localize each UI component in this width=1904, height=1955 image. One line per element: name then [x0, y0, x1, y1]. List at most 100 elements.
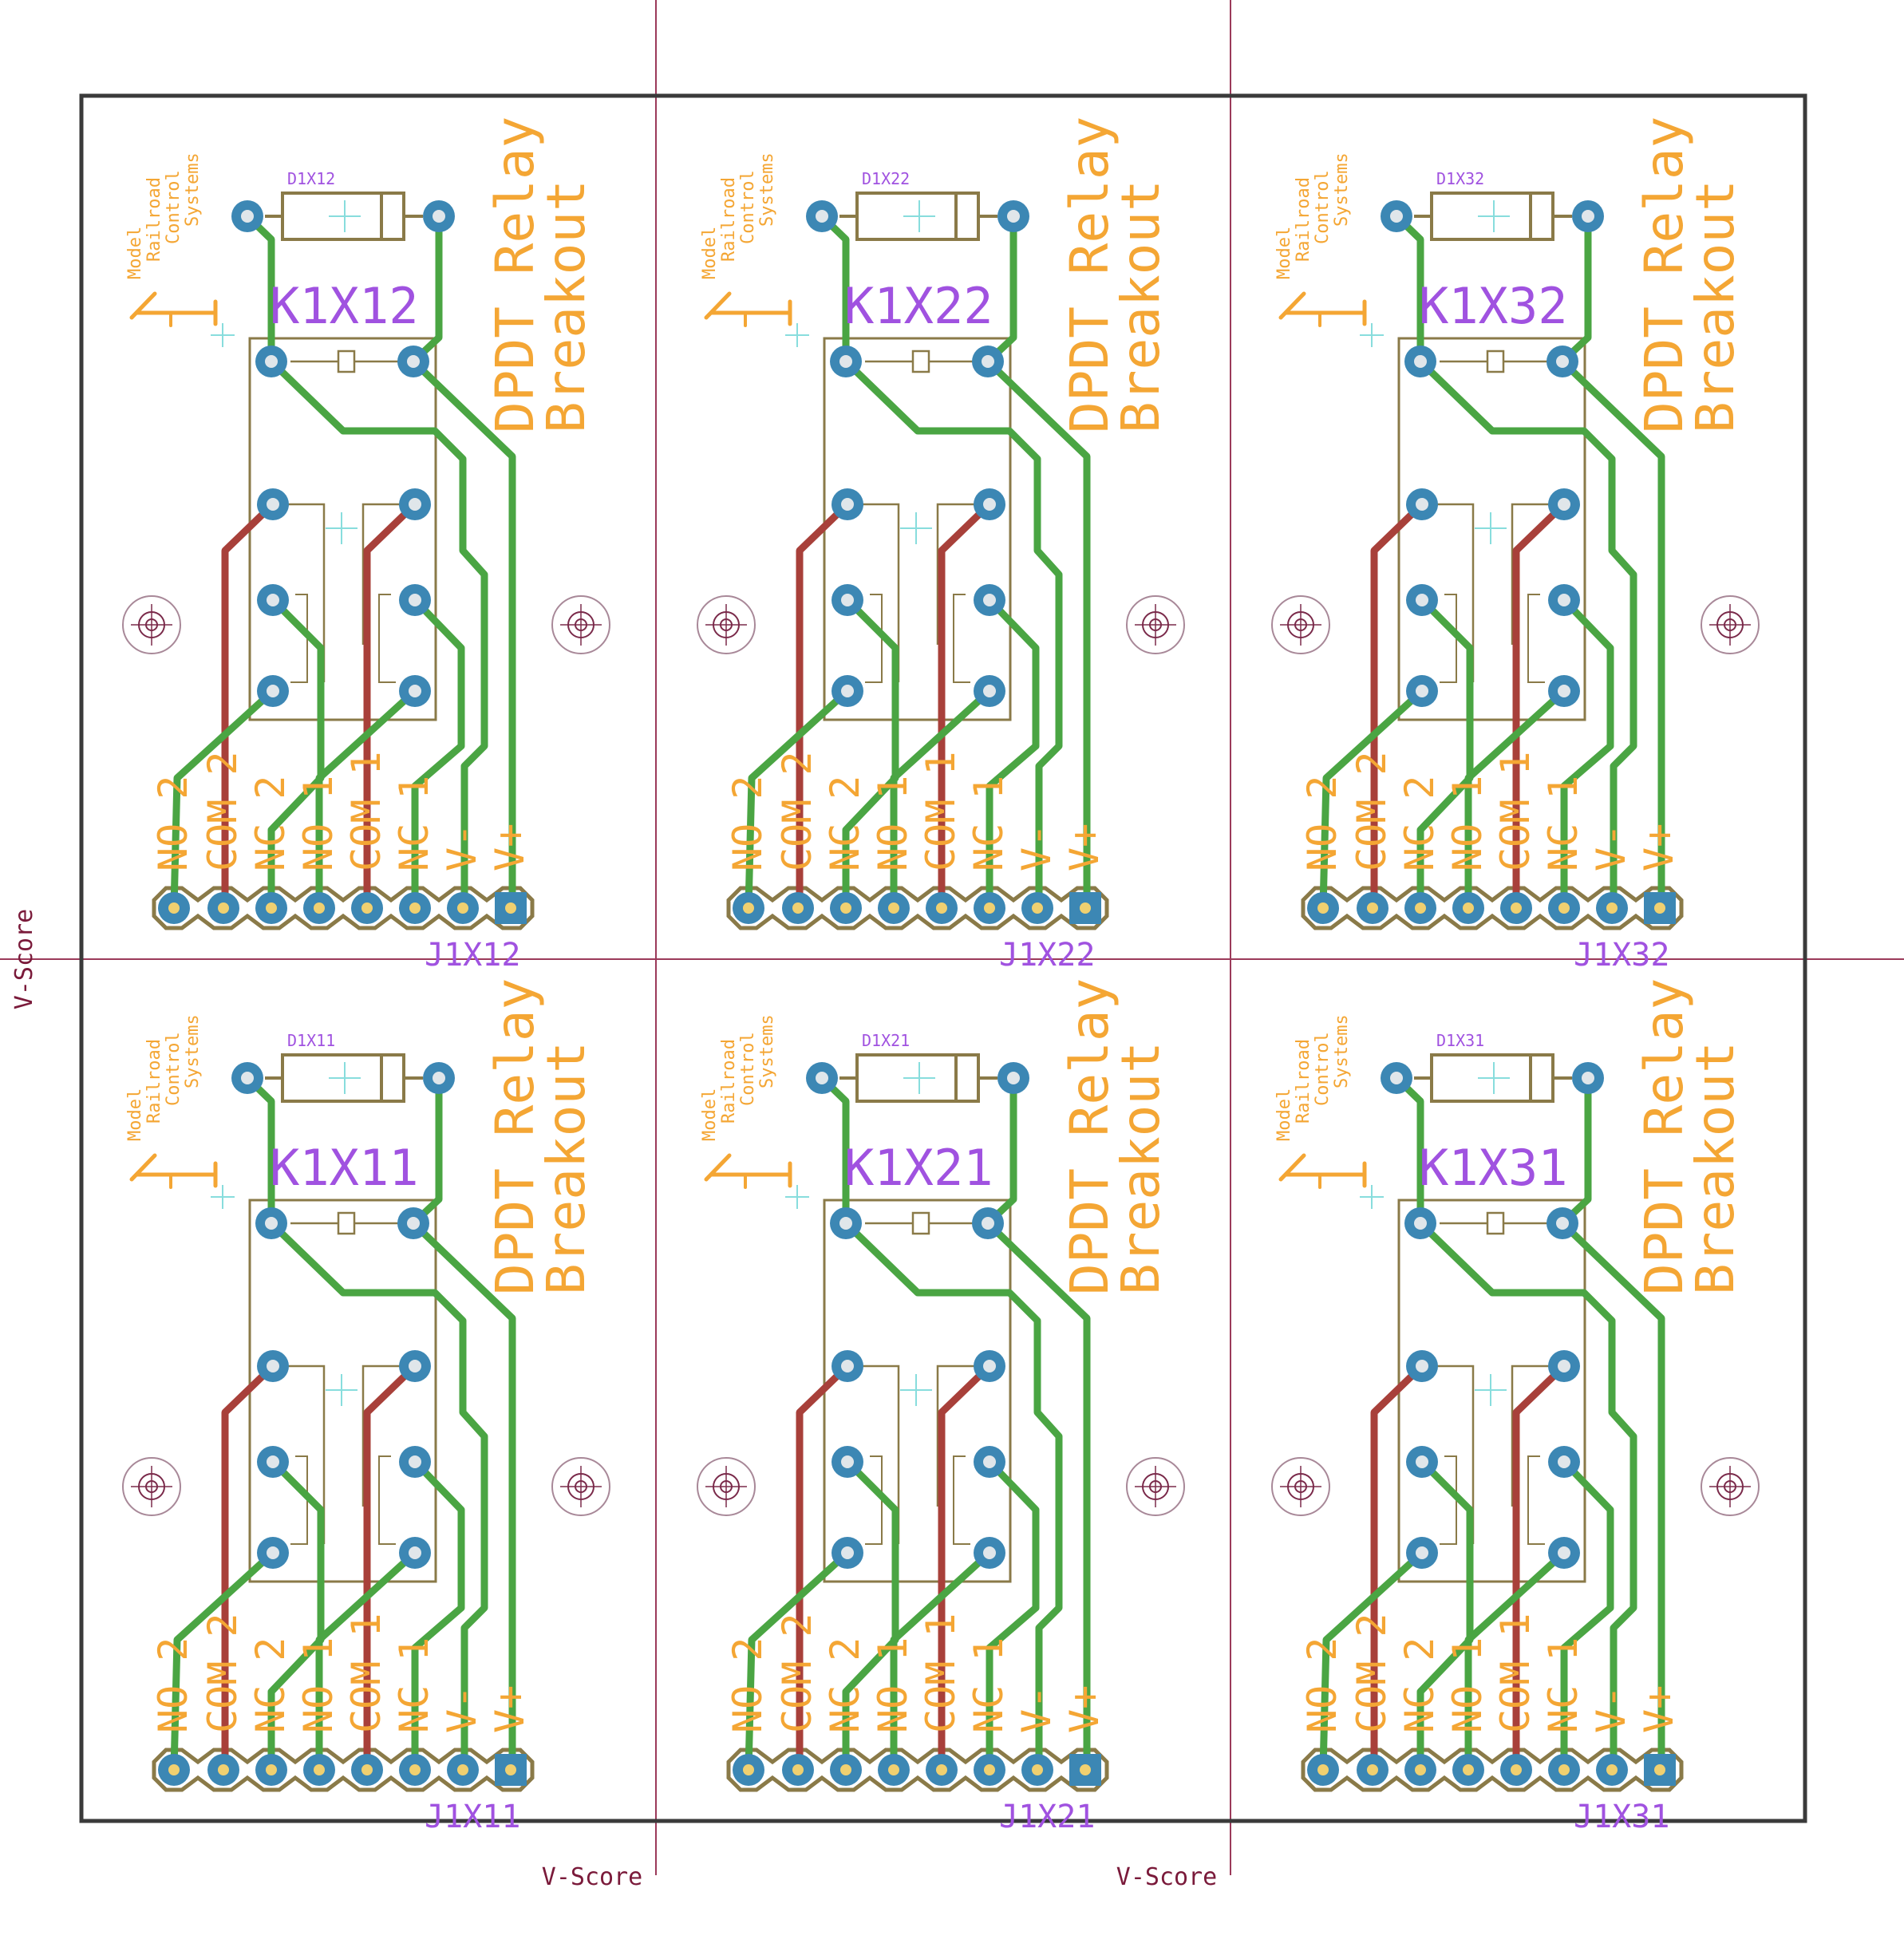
board-title-line2: Breakout — [1110, 180, 1171, 433]
relay-switch-symbol-2 — [1424, 503, 1475, 682]
diode-pad-drill — [1007, 1072, 1020, 1084]
board-title-line1: DPDT Relay — [1059, 978, 1120, 1295]
relay-module: NO 2 COM 2 NC 2 NO 1 COM 1 NC 1 V- V+ Model Railr… — [122, 978, 610, 1835]
pin-label: COM 2 — [1349, 751, 1395, 871]
relay-contact-symbol-2 — [865, 594, 883, 683]
mounting-hole — [551, 1457, 610, 1516]
header-pad-drill — [1415, 902, 1426, 914]
relay-pad-drill — [267, 594, 279, 606]
relay-switch-symbol-2 — [849, 503, 900, 682]
logo-text-word: Model — [700, 1088, 720, 1141]
trace-nc1 — [1560, 596, 1614, 912]
pin-label: NO 2 — [150, 776, 196, 871]
pin-label: NO 1 — [295, 776, 342, 871]
trace-top-com1 — [938, 501, 993, 908]
header-pad-drill — [1654, 1764, 1665, 1775]
trace-no1 — [315, 1549, 419, 1774]
pin-label: NC 1 — [391, 776, 437, 871]
relay-pad-drill — [1414, 355, 1427, 368]
relay-contact-symbol-1 — [953, 594, 970, 683]
trace-top-com1 — [363, 1363, 418, 1770]
trace-top-com1 — [938, 1363, 993, 1770]
mounting-hole-ring — [1271, 595, 1330, 654]
trace-no1 — [1464, 1549, 1568, 1774]
board-title-line2: Breakout — [1685, 1041, 1746, 1295]
mounting-hole — [697, 1457, 756, 1516]
relay-pad-drill — [983, 1360, 996, 1372]
pin-label: V+ — [1636, 1685, 1682, 1733]
relay-pad-drill — [841, 685, 854, 697]
header-pad-drill — [1463, 1764, 1474, 1775]
pin-label: NO 1 — [870, 1637, 916, 1733]
mounting-hole-ring — [1126, 1457, 1185, 1516]
header-pad-drill — [743, 1764, 754, 1775]
header-pad-drill — [218, 1764, 229, 1775]
diode-designator: D1X21 — [862, 1031, 910, 1050]
pin-label: NO 2 — [1299, 1637, 1345, 1733]
vscore-label-left: V-Score — [10, 909, 38, 1009]
trace-no1 — [315, 687, 419, 912]
pin-label: V- — [1013, 1685, 1060, 1733]
header-pad-drill — [1463, 902, 1474, 914]
trace-nc2 — [745, 687, 851, 912]
trace-nc1 — [986, 596, 1040, 912]
logo-text-word: Systems — [757, 152, 777, 227]
header-pad-drill — [743, 902, 754, 914]
relay-pad-drill — [1556, 1217, 1569, 1230]
pin-label: NO 1 — [295, 1637, 342, 1733]
module-origin-cross — [211, 323, 235, 347]
diode-origin-cross — [1478, 200, 1510, 232]
trace-vminus — [1416, 1219, 1637, 1774]
board-title-line1: DPDT Relay — [1633, 117, 1695, 433]
header-pad-drill — [1415, 1764, 1426, 1775]
board-title-line1: DPDT Relay — [1633, 978, 1695, 1295]
module-origin-cross — [785, 323, 809, 347]
relay-module: NO 2 COM 2 NC 2 NO 1 COM 1 NC 1 V- V+ Model Railr… — [697, 117, 1185, 974]
pin-label: NC 1 — [966, 776, 1012, 871]
relay-pad-drill — [841, 1360, 854, 1372]
relay-coil-symbol — [911, 1211, 930, 1235]
header-designator: J1X31 — [1574, 1799, 1669, 1835]
trace-top-com2 — [221, 1363, 276, 1770]
pin-label: NO 2 — [725, 1637, 771, 1733]
trace-top-com1 — [1512, 501, 1567, 908]
pin-label: V+ — [1061, 1685, 1108, 1733]
trace-no1 — [890, 687, 993, 912]
trace-top-com1 — [1512, 1363, 1567, 1770]
pin-label: V+ — [1636, 823, 1682, 871]
relay-pad-drill — [265, 355, 278, 368]
header-pad-drill — [168, 1764, 180, 1775]
header-outline — [726, 1748, 1109, 1792]
relay-switch-symbol-1 — [936, 1365, 986, 1507]
logo-text-word: Model — [1274, 227, 1294, 279]
diode-designator: D1X32 — [1436, 169, 1484, 188]
header-designator: J1X32 — [1574, 937, 1669, 974]
pin-label: NC 1 — [391, 1637, 437, 1733]
header-pad-drill — [1511, 902, 1522, 914]
trace-vminus — [842, 357, 1063, 912]
trace-vminus — [267, 1219, 488, 1774]
logo-text-word: Systems — [757, 1014, 777, 1088]
trace-top-com2 — [221, 501, 276, 908]
relay-pad-drill — [1558, 1455, 1570, 1468]
relay-designator: K1X22 — [844, 277, 993, 335]
trace-vplus — [1558, 1219, 1665, 1774]
relay-pad-drill — [983, 498, 996, 511]
pin-label: NC 1 — [1540, 1637, 1586, 1733]
relay-origin-cross — [326, 1374, 357, 1406]
relay-contact-symbol-2 — [1440, 594, 1457, 683]
header-pad-drill — [218, 902, 229, 914]
trace-no1 — [1464, 687, 1568, 912]
trace-top-com2 — [796, 501, 851, 908]
header-pad-drill — [314, 1764, 325, 1775]
header-pad-drill — [409, 1764, 421, 1775]
header-pad-drill — [1606, 1764, 1618, 1775]
header-pad-drill — [840, 902, 851, 914]
logo-text-word: Railroad — [144, 1039, 164, 1124]
header-pad-drill — [1317, 902, 1329, 914]
pin-label: V+ — [487, 1685, 533, 1733]
relay-contact-symbol-1 — [378, 594, 396, 683]
header-pad-drill — [1032, 902, 1043, 914]
diode-pad-drill — [241, 1072, 254, 1084]
mounting-hole-ring — [551, 1457, 610, 1516]
